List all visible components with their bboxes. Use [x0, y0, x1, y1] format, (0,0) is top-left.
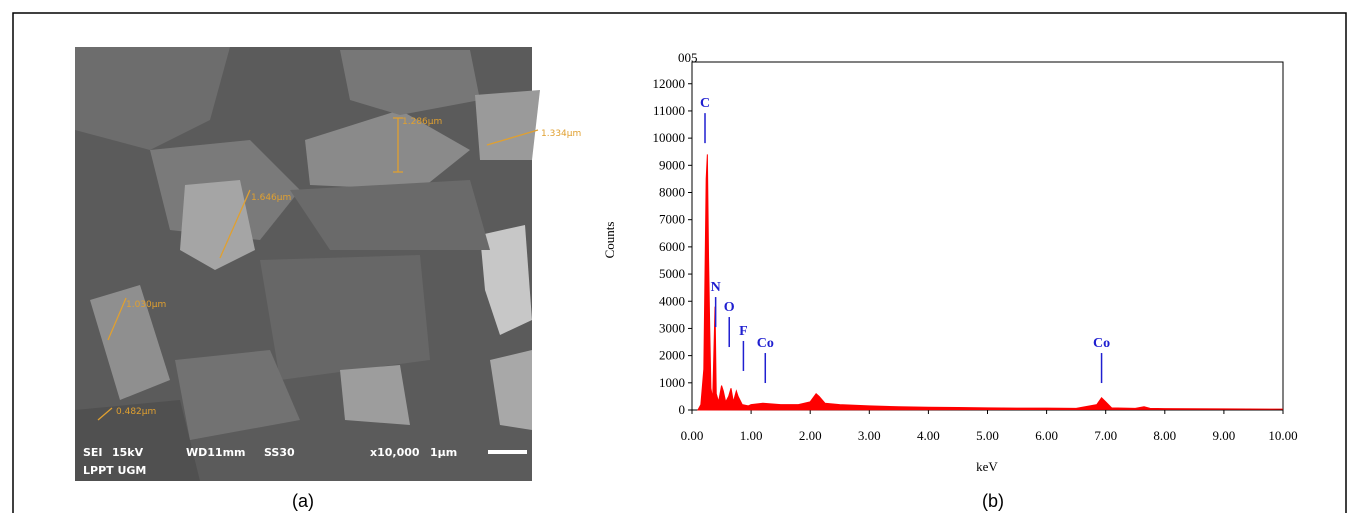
caption: (b)	[982, 491, 1004, 511]
x-tick-label: 7.00	[1094, 428, 1117, 443]
x-tick-label: 1.00	[740, 428, 763, 443]
sem-info: WD11mm	[186, 446, 246, 459]
x-tick-label: 8.00	[1153, 428, 1176, 443]
x-tick-label: 4.00	[917, 428, 940, 443]
peak-label: Co	[757, 336, 774, 351]
spectrum	[698, 154, 1283, 410]
measurement: 1.030μm	[126, 300, 166, 310]
y-tick-label: 1000	[659, 375, 685, 390]
measurement: 1.334μm	[541, 129, 581, 139]
y-tick-label: 4000	[659, 293, 685, 308]
y-tick-label: 12000	[653, 76, 686, 91]
peak-label: O	[724, 300, 735, 315]
sem-info: 15kV	[112, 446, 144, 459]
y-tick-label: 11000	[653, 103, 685, 118]
measurement: 0.482μm	[116, 407, 156, 417]
x-tick-label: 2.00	[799, 428, 822, 443]
x-tick-label: 9.00	[1213, 428, 1236, 443]
sem-info: 1μm	[430, 446, 457, 459]
x-tick-label: 5.00	[976, 428, 999, 443]
y-tick-label: 9000	[659, 157, 685, 172]
peak-label: F	[739, 324, 748, 339]
figure: 1.286μm 1.334μm 1.646μm 1.030μm 0.482μm …	[0, 0, 1359, 513]
peak-label: N	[711, 280, 721, 295]
plot-frame	[692, 62, 1283, 410]
x-tick-label: 6.00	[1035, 428, 1058, 443]
y-tick-label: 2000	[659, 348, 685, 363]
sem-lab: LPPT UGM	[83, 464, 146, 477]
y-tick-label: 3000	[659, 320, 685, 335]
measurement: 1.646μm	[251, 193, 291, 203]
x-tick-label: 3.00	[858, 428, 881, 443]
caption: (a)	[292, 491, 314, 511]
y-tick-label: 8000	[659, 185, 685, 200]
y-tick-label: 0	[679, 402, 686, 417]
y-tick-label: 10000	[653, 130, 686, 145]
sem-info: SEI	[83, 446, 103, 459]
y-tick-label: 5000	[659, 266, 685, 281]
y-tick-label: 7000	[659, 212, 685, 227]
x-axis-label: keV	[976, 459, 998, 474]
x-tick-label: 0.00	[681, 428, 704, 443]
x-tick-label: 10.00	[1268, 428, 1297, 443]
sem-info: x10,000	[370, 446, 420, 459]
sem-info: SS30	[264, 446, 295, 459]
y-axis-label: Counts	[602, 222, 617, 259]
y-tick-label: 6000	[659, 239, 685, 254]
peak-label: C	[700, 96, 710, 111]
measurement: 1.286μm	[402, 117, 442, 127]
chart-title: 005	[678, 50, 698, 65]
peak-label: Co	[1093, 336, 1110, 351]
